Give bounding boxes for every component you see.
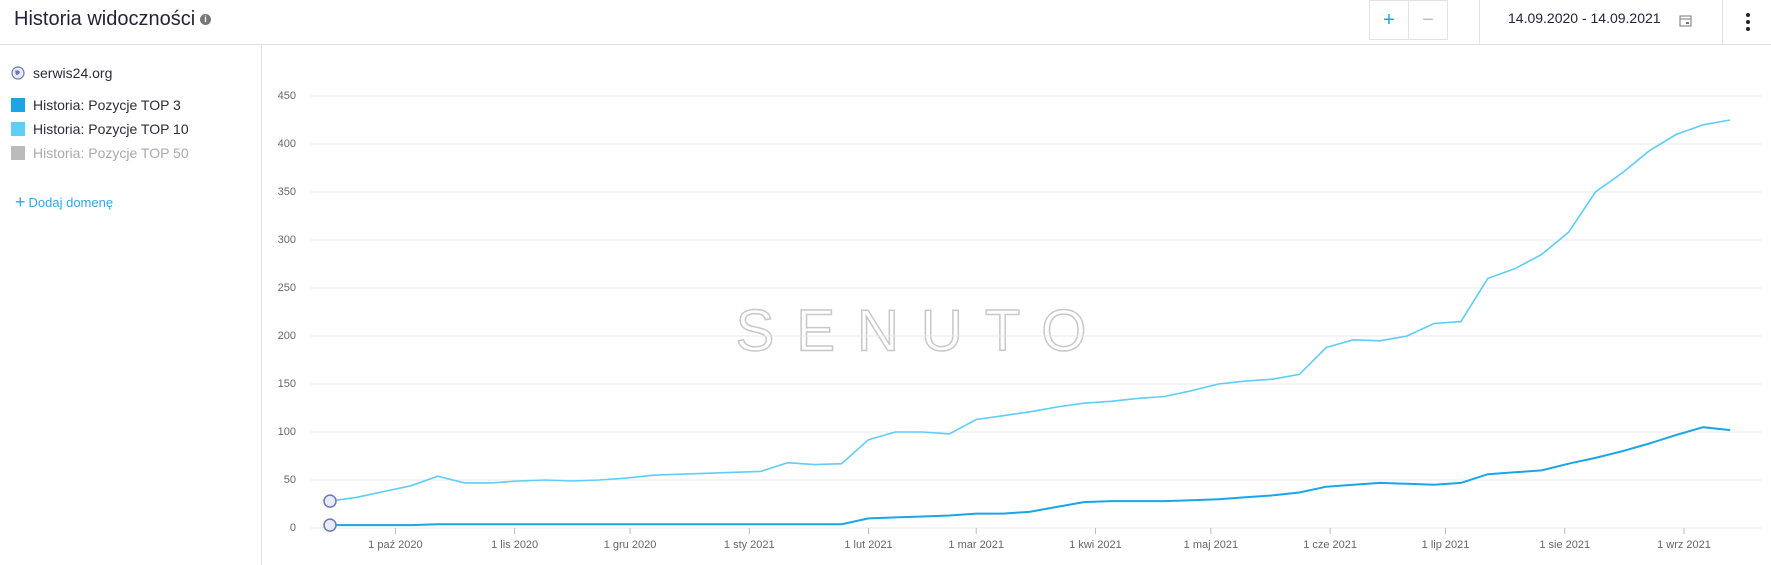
header: Historia widoczności i + − 14.09.2020 - … — [0, 0, 1771, 45]
legend-item[interactable]: Historia: Pozycje TOP 3 — [11, 97, 181, 113]
x-tick-label: 1 kwi 2021 — [1069, 539, 1122, 551]
x-tick-label: 1 maj 2021 — [1184, 539, 1238, 551]
page-title: Historia widoczności — [14, 8, 196, 30]
x-tick-label: 1 mar 2021 — [948, 539, 1004, 551]
info-icon[interactable]: i — [200, 14, 211, 25]
x-tick-label: 1 wrz 2021 — [1657, 539, 1711, 551]
y-tick-label: 250 — [278, 282, 296, 294]
y-tick-label: 50 — [284, 474, 296, 486]
y-tick-label: 0 — [290, 522, 296, 534]
y-tick-label: 100 — [278, 426, 296, 438]
y-tick-label: 350 — [278, 186, 296, 198]
x-tick-label: 1 cze 2021 — [1303, 539, 1357, 551]
series-line — [330, 426, 1731, 527]
legend-swatch — [11, 146, 25, 160]
date-range[interactable]: 14.09.2020 - 14.09.2021 — [1508, 10, 1661, 26]
legend-label[interactable]: Historia: Pozycje TOP 50 — [33, 145, 189, 161]
domain-name: serwis24.org — [33, 65, 113, 81]
legend-label[interactable]: Historia: Pozycje TOP 3 — [33, 97, 181, 113]
y-tick-label: 450 — [278, 90, 296, 102]
divider — [1479, 0, 1480, 45]
legend-swatch — [11, 98, 25, 112]
series-marker — [323, 494, 337, 508]
globe-icon — [11, 66, 25, 80]
zoom-in-button[interactable]: + — [1369, 0, 1409, 40]
zoom-out-button[interactable]: − — [1408, 0, 1448, 40]
legend-item[interactable]: Historia: Pozycje TOP 10 — [11, 121, 189, 137]
legend-item[interactable]: Historia: Pozycje TOP 50 — [11, 145, 189, 161]
x-tick-label: 1 sie 2021 — [1539, 539, 1590, 551]
x-tick-label: 1 paź 2020 — [368, 539, 422, 551]
x-tick-label: 1 lut 2021 — [844, 539, 892, 551]
x-tick-label: 1 lis 2020 — [491, 539, 538, 551]
legend-swatch — [11, 122, 25, 136]
calendar-icon[interactable] — [1679, 14, 1692, 27]
y-tick-label: 300 — [278, 234, 296, 246]
domain-item: serwis24.org — [11, 65, 112, 81]
y-tick-label: 200 — [278, 330, 296, 342]
legend-label[interactable]: Historia: Pozycje TOP 10 — [33, 121, 189, 137]
series-marker — [323, 518, 337, 532]
y-tick-label: 400 — [278, 138, 296, 150]
x-tick-label: 1 gru 2020 — [604, 539, 657, 551]
menu-icon[interactable] — [1745, 12, 1751, 32]
watermark: SENUTO — [736, 298, 1109, 363]
add-domain-label[interactable]: Dodaj domenę — [28, 195, 114, 210]
y-tick-label: 150 — [278, 378, 296, 390]
divider — [1722, 0, 1723, 45]
add-domain-button[interactable]: + Dodaj domenę — [15, 192, 113, 213]
series-line — [329, 119, 1731, 502]
sidebar: serwis24.org Historia: Pozycje TOP 3 Hist… — [0, 45, 262, 565]
plus-icon: + — [15, 192, 26, 212]
x-tick-label: 1 sty 2021 — [724, 539, 775, 551]
chart: SENUTO 0 50 100 150 200 250 300 350 400 450 1 paź 2… — [278, 90, 1762, 551]
x-tick-label: 1 lip 2021 — [1422, 539, 1470, 551]
